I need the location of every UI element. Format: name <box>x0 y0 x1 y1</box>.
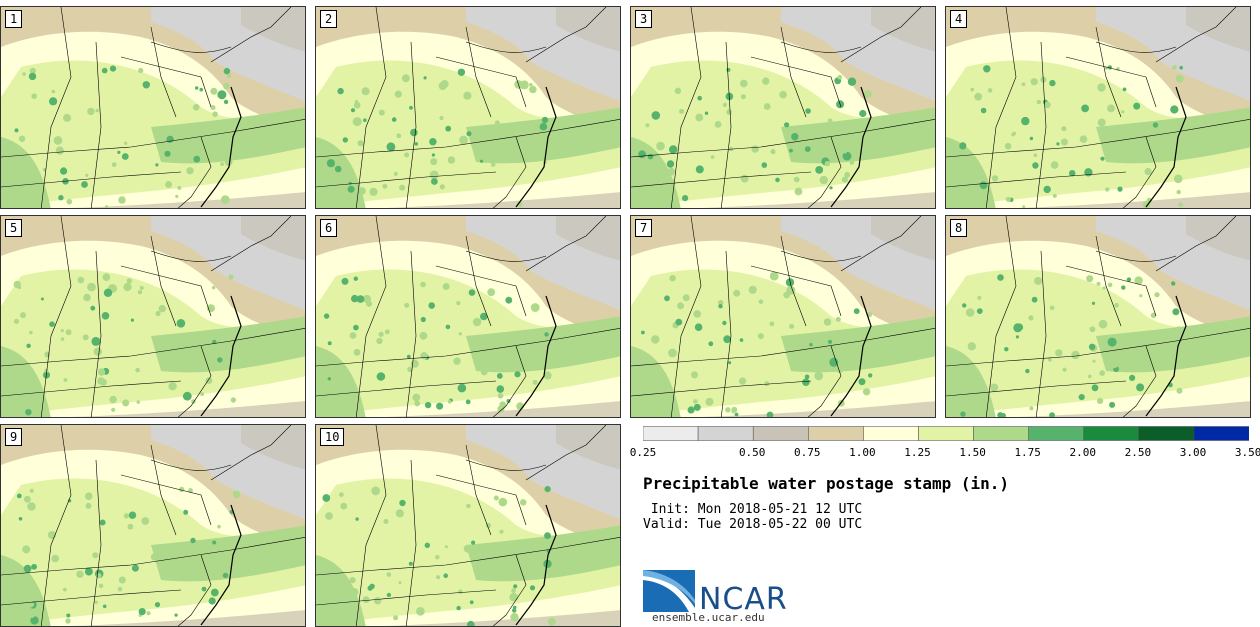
valid-time: Valid: Tue 2018-05-22 00 UTC <box>643 517 863 532</box>
panel-number: 3 <box>635 10 653 28</box>
panel-number: 9 <box>5 428 23 446</box>
precipitable-water-map <box>1 216 305 417</box>
colorbar-tick-label: 0.25 <box>629 446 657 459</box>
colorbar-segment <box>973 426 1029 441</box>
precipitable-water-map <box>316 216 620 417</box>
website-url[interactable]: ensemble.ucar.edu <box>652 611 765 624</box>
map-panel: 5 <box>0 215 306 418</box>
colorbar-tick-label: 3.00 <box>1179 446 1207 459</box>
colorbar-tick-label: 1.25 <box>904 446 931 459</box>
map-panel: 3 <box>630 6 936 209</box>
colorbar-segment <box>918 426 974 441</box>
map-panel: 1 <box>0 6 306 209</box>
colorbar-segment <box>1028 426 1085 441</box>
map-panel: 9 <box>0 424 306 627</box>
precipitable-water-map <box>1 7 305 208</box>
colorbar-tick-label: 1.75 <box>1014 446 1041 459</box>
map-panel: 6 <box>315 215 621 418</box>
colorbar-segment <box>1083 426 1140 441</box>
figure-title: Precipitable water postage stamp (in.) <box>643 474 1010 493</box>
panel-number: 7 <box>635 219 653 237</box>
colorbar-tick-label: 0.75 <box>794 446 821 459</box>
colorbar-tick-label: 1.00 <box>849 446 876 459</box>
colorbar-tick-label: 1.50 <box>959 446 986 459</box>
init-time: Init: Mon 2018-05-21 12 UTC <box>643 502 863 517</box>
map-panel: 4 <box>945 6 1251 209</box>
colorbar-segment <box>752 426 809 441</box>
colorbar-tick-label: 3.50 <box>1234 446 1260 459</box>
map-panel: 7 <box>630 215 936 418</box>
ncar-logo-text: NCAR <box>699 582 788 617</box>
panel-number: 8 <box>950 219 968 237</box>
colorbar-segment <box>863 426 919 441</box>
precipitable-water-map <box>946 216 1250 417</box>
panel-number: 5 <box>5 219 23 237</box>
panel-number: 6 <box>320 219 338 237</box>
map-panel: 2 <box>315 6 621 209</box>
precipitable-water-map <box>1 425 305 626</box>
ncar-logo-icon <box>643 570 695 612</box>
colorbar-segment <box>1193 426 1249 441</box>
panel-number: 2 <box>320 10 338 28</box>
map-panel: 10 <box>315 424 621 627</box>
precipitable-water-map <box>316 7 620 208</box>
panel-number: 10 <box>320 428 345 446</box>
colorbar-segment <box>697 426 754 441</box>
colorbar-segment <box>1138 426 1195 441</box>
colorbar-tick-label: 2.50 <box>1124 446 1152 459</box>
precipitable-water-map <box>946 7 1250 208</box>
map-panel: 8 <box>945 215 1251 418</box>
panel-number: 4 <box>950 10 968 28</box>
precipitable-water-map <box>631 7 935 208</box>
precipitable-water-map <box>631 216 935 417</box>
colorbar-tick-label: 0.50 <box>738 446 766 459</box>
colorbar-tick-label: 2.00 <box>1069 446 1097 459</box>
colorbar-segment <box>643 426 699 441</box>
panel-number: 1 <box>5 10 23 28</box>
precipitable-water-map <box>316 425 620 626</box>
colorbar-segment <box>808 426 864 441</box>
colorbar <box>643 426 1249 441</box>
